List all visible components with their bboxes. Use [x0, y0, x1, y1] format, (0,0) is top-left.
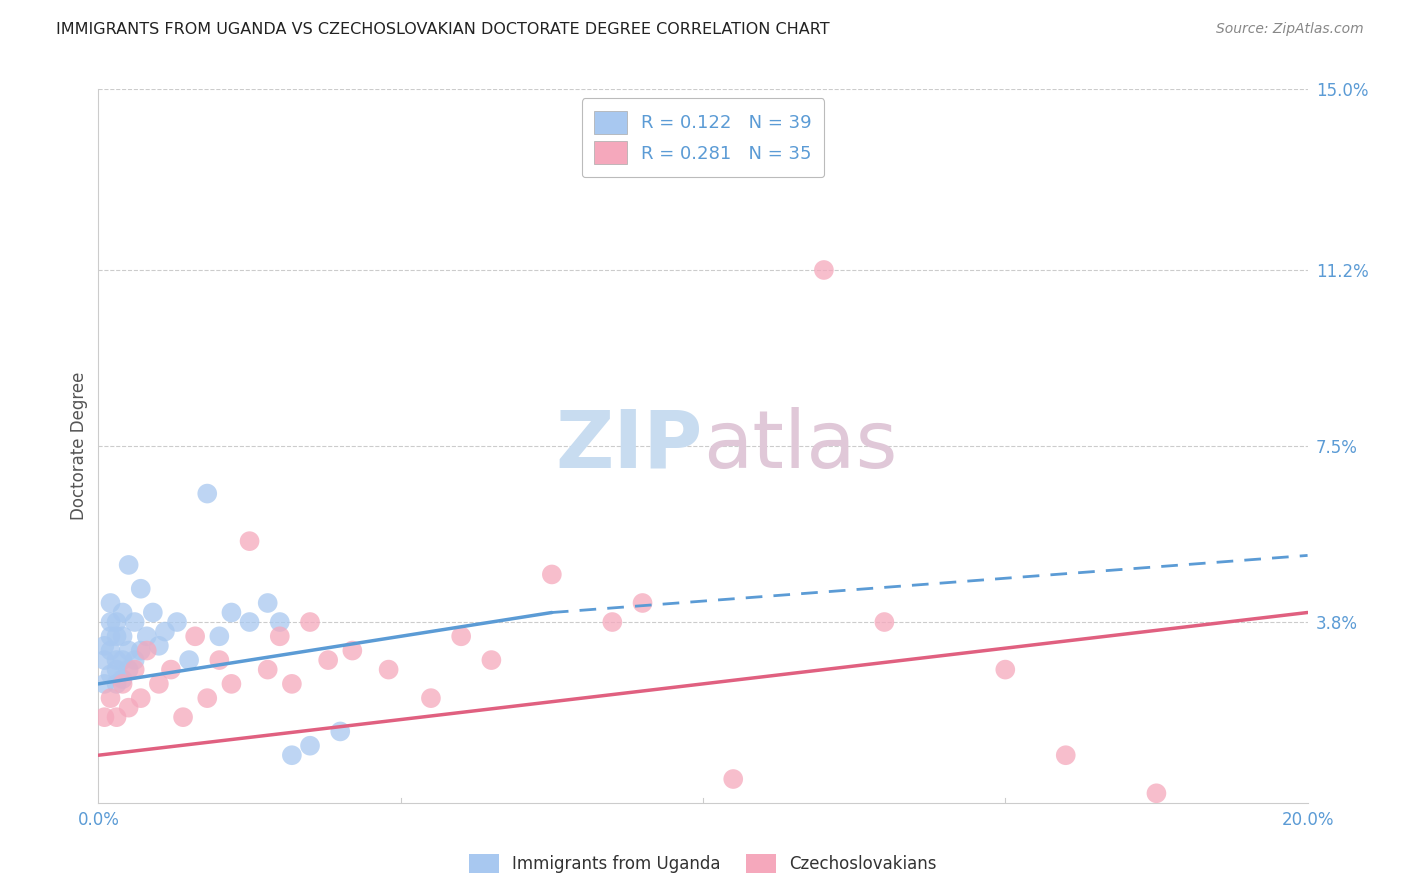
Point: [281, 677, 304, 691]
Point: [195, 486, 218, 500]
Point: [179, 653, 201, 667]
Text: ZIP: ZIP: [555, 407, 703, 485]
Point: [124, 653, 146, 667]
Point: [105, 629, 128, 643]
Point: [1144, 786, 1167, 800]
Point: [316, 653, 339, 667]
Point: [195, 691, 218, 706]
Point: [299, 615, 322, 629]
Point: [135, 629, 157, 643]
Point: [221, 677, 243, 691]
Point: [105, 615, 128, 629]
Point: [111, 629, 134, 643]
Point: [256, 596, 278, 610]
Point: [239, 534, 262, 549]
Point: [118, 700, 141, 714]
Point: [813, 263, 835, 277]
Point: [100, 691, 122, 706]
Point: [135, 643, 157, 657]
Point: [481, 653, 503, 667]
Point: [105, 710, 128, 724]
Point: [377, 663, 399, 677]
Point: [105, 663, 128, 677]
Point: [111, 677, 134, 691]
Point: [111, 653, 134, 667]
Point: [602, 615, 624, 629]
Point: [329, 724, 352, 739]
Point: [100, 629, 122, 643]
Point: [93, 639, 115, 653]
Point: [100, 643, 122, 657]
Point: [148, 677, 170, 691]
Point: [118, 643, 141, 657]
Point: [873, 615, 896, 629]
Point: [100, 596, 122, 610]
Point: [129, 582, 152, 596]
Point: [208, 653, 231, 667]
Point: [148, 639, 170, 653]
Point: [142, 606, 165, 620]
Point: [172, 710, 194, 724]
Point: [124, 663, 146, 677]
Point: [93, 653, 115, 667]
Point: [208, 629, 231, 643]
Point: [166, 615, 188, 629]
Point: [281, 748, 304, 763]
Point: [420, 691, 443, 706]
Point: [129, 643, 152, 657]
Point: [269, 629, 291, 643]
Point: [124, 615, 146, 629]
Point: [111, 606, 134, 620]
Point: [221, 606, 243, 620]
Point: [105, 653, 128, 667]
Point: [184, 629, 207, 643]
Point: [1054, 748, 1077, 763]
Point: [118, 558, 141, 572]
Point: [118, 663, 141, 677]
Point: [450, 629, 472, 643]
Point: [540, 567, 562, 582]
Point: [100, 667, 122, 681]
Point: [160, 663, 183, 677]
Point: [631, 596, 654, 610]
Text: IMMIGRANTS FROM UGANDA VS CZECHOSLOVAKIAN DOCTORATE DEGREE CORRELATION CHART: IMMIGRANTS FROM UGANDA VS CZECHOSLOVAKIA…: [56, 22, 830, 37]
Y-axis label: Doctorate Degree: Doctorate Degree: [70, 372, 89, 520]
Point: [269, 615, 291, 629]
Point: [105, 677, 128, 691]
Point: [93, 710, 115, 724]
Point: [239, 615, 262, 629]
Text: Source: ZipAtlas.com: Source: ZipAtlas.com: [1216, 22, 1364, 37]
Text: atlas: atlas: [703, 407, 897, 485]
Point: [93, 677, 115, 691]
Point: [299, 739, 322, 753]
Point: [994, 663, 1017, 677]
Legend: Immigrants from Uganda, Czechoslovakians: Immigrants from Uganda, Czechoslovakians: [463, 847, 943, 880]
Point: [100, 615, 122, 629]
Point: [342, 643, 364, 657]
Point: [153, 624, 176, 639]
Point: [256, 663, 278, 677]
Point: [111, 672, 134, 686]
Point: [129, 691, 152, 706]
Point: [723, 772, 745, 786]
